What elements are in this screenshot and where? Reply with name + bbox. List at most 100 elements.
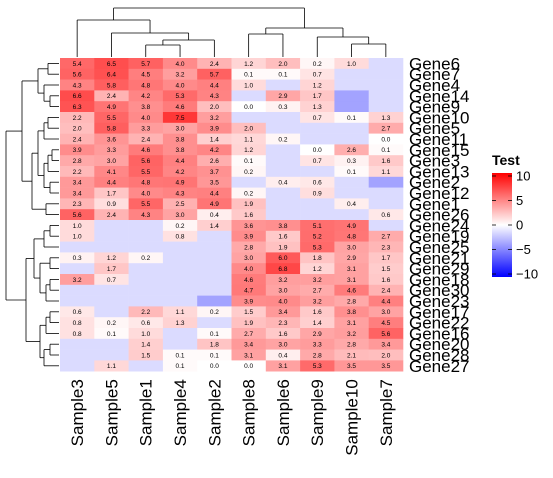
cell-value-label: 3.0 [176, 126, 185, 133]
heatmap-cell [197, 306, 232, 318]
cell-value-label: 0.4 [210, 212, 219, 219]
heatmap-cell [334, 101, 369, 113]
heatmap-cell [94, 220, 129, 232]
heatmap-cell [94, 328, 129, 340]
heatmap-cell [162, 338, 198, 350]
heatmap-cell [334, 328, 369, 340]
row-label: Gene2 [409, 173, 460, 192]
cell-value-label: 0.2 [107, 320, 116, 327]
heatmap-cell [300, 198, 335, 210]
column-dendrogram [76, 7, 387, 57]
heatmap-cell [334, 274, 369, 286]
cell-value-label: 0.0 [313, 147, 322, 154]
cell-value-label: 4.0 [141, 115, 150, 122]
cell-value-label: 4.8 [347, 234, 356, 241]
heatmap-cell [162, 241, 198, 253]
cell-value-label: 1.8 [210, 342, 219, 349]
heatmap-cell [94, 295, 129, 307]
heatmap-cell [94, 338, 129, 350]
heatmap-cell [197, 90, 232, 102]
heatmap-cell [231, 284, 267, 296]
heatmap-cell [197, 241, 232, 253]
cell-value-label: 3.8 [347, 309, 356, 316]
heatmap-cell [94, 187, 129, 199]
heatmap-cell [231, 133, 267, 145]
heatmap-cell [128, 349, 164, 361]
cell-value-label: 0.1 [210, 352, 219, 359]
heatmap-cell [128, 274, 164, 286]
cell-value-label: 0.3 [278, 104, 287, 111]
heatmap-cell [231, 144, 267, 156]
heatmap-cell [197, 58, 232, 70]
heatmap-cell [334, 252, 369, 264]
heatmap-cell [368, 360, 404, 372]
cell-value-label: 5.4 [73, 61, 82, 68]
heatmap-cell [300, 133, 335, 145]
column-label: Sample2 [205, 379, 224, 446]
heatmap-cell [94, 144, 129, 156]
heatmap-cell [60, 112, 95, 124]
cell-value-label: 2.8 [313, 352, 322, 359]
heatmap-cell [300, 122, 335, 134]
heatmap-cell [368, 112, 404, 124]
heatmap-cell [231, 349, 267, 361]
cell-value-label: 1.5 [381, 266, 390, 273]
heatmap-cell [60, 166, 95, 178]
heatmap-cell [94, 166, 129, 178]
cell-value-label: 2.8 [347, 298, 356, 305]
row-label: Gene20 [409, 335, 470, 354]
cell-value-label: 1.0 [141, 331, 150, 338]
cell-value-label: 1.7 [313, 93, 322, 100]
heatmap-cell [368, 58, 404, 70]
heatmap-cell [197, 274, 232, 286]
color-legend: Test 10 5 0 −5 −10 [492, 152, 538, 282]
cell-value-label: 1.5 [244, 309, 253, 316]
heatmap-cell [94, 198, 129, 210]
cell-value-label: 1.3 [176, 320, 185, 327]
cell-value-label: 0.3 [347, 158, 356, 165]
cell-value-label: 3.0 [347, 244, 356, 251]
heatmap-cell [265, 90, 301, 102]
heatmap-cell [265, 198, 301, 210]
cell-value-label: 1.5 [141, 352, 150, 359]
row-label: Gene30 [409, 281, 470, 300]
cell-value-label: 3.7 [210, 169, 219, 176]
heatmap-cell [197, 112, 232, 124]
heatmap-cell [94, 155, 129, 167]
heatmap-cell [368, 187, 404, 199]
heatmap-cell [162, 252, 198, 264]
heatmap-cell [162, 263, 198, 275]
heatmap-cell [162, 112, 198, 124]
cell-value-label: 3.5 [347, 363, 356, 370]
heatmap-cell [368, 68, 404, 80]
heatmap-cell [197, 133, 232, 145]
cell-value-label: 5.5 [141, 201, 150, 208]
cell-value-label: 3.5 [381, 363, 390, 370]
cell-value-label: 3.8 [176, 136, 185, 143]
row-label: Gene21 [409, 249, 470, 268]
heatmap-cell [300, 101, 335, 113]
heatmap-cell [368, 133, 404, 145]
heatmap-cell [94, 122, 129, 134]
cell-value-label: 0.4 [278, 352, 287, 359]
heatmap-cell [265, 306, 301, 318]
heatmap-cell [231, 112, 267, 124]
row-label: Gene13 [409, 162, 470, 181]
cell-value-label: 4.0 [244, 266, 253, 273]
heatmap-cell [231, 317, 267, 329]
cell-value-label: 0.3 [73, 255, 82, 262]
heatmap-cell [300, 338, 335, 350]
cell-value-label: 3.0 [278, 342, 287, 349]
heatmap-cell [265, 112, 301, 124]
heatmap-cell [334, 263, 369, 275]
cell-value-label: 3.1 [347, 266, 356, 273]
heatmap-cell [197, 252, 232, 264]
heatmap-cell [60, 209, 95, 221]
cell-value-label: 4.0 [278, 298, 287, 305]
cell-value-label: 1.0 [73, 223, 82, 230]
cell-value-label: 0.2 [210, 309, 219, 316]
cell-value-label: 0.8 [176, 234, 185, 241]
heatmap-cell [300, 79, 335, 91]
cell-value-label: 2.7 [244, 331, 253, 338]
legend-tick-label: −5 [516, 242, 531, 257]
